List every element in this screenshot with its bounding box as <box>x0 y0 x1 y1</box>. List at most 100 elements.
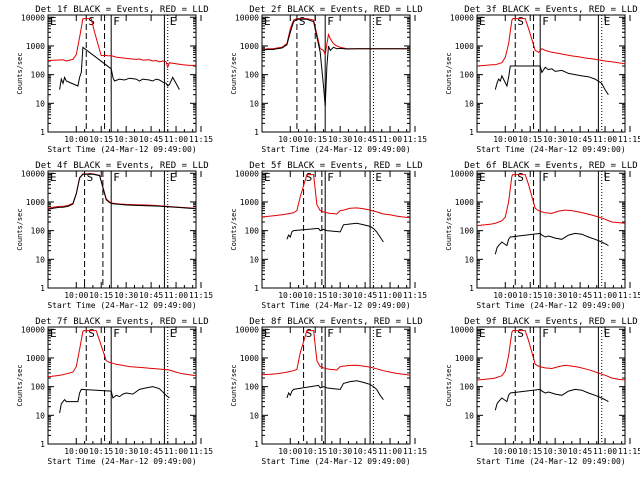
marker-label-e: E <box>170 171 177 184</box>
panel-title: Det 1f BLACK = Events, RED = LLD <box>35 5 208 15</box>
panel-det-7f: Det 7f BLACK = Events, RED = LLD 1 10 100 10… <box>16 317 213 466</box>
y-tick-label: 100 <box>31 71 46 80</box>
y-tick-label: 100 <box>245 227 260 236</box>
y-tick-label: 1 <box>469 284 474 293</box>
y-tick-label: 10 <box>464 99 474 108</box>
y-tick-label: 100 <box>31 227 46 236</box>
x-axis-label: Start Time (24-Mar-12 09:49:00) <box>261 457 410 466</box>
marker-label-e: E <box>479 327 486 340</box>
series-line-events <box>286 222 384 243</box>
y-tick-label: 10 <box>464 255 474 264</box>
x-tick-label: 11:15 <box>403 135 427 144</box>
y-tick-label: 10000 <box>235 169 259 178</box>
y-tick-label: 1000 <box>240 198 259 207</box>
marker-label-e: E <box>479 171 486 184</box>
y-axis-label: Counts/sec <box>445 364 453 406</box>
y-tick-label: 1 <box>40 284 45 293</box>
x-tick-label: 10:30 <box>543 135 567 144</box>
y-tick-label: 1000 <box>240 354 259 363</box>
x-axis-label: Start Time (24-Mar-12 09:49:00) <box>47 145 196 154</box>
series-line-lld <box>262 174 410 219</box>
x-axis-label: Start Time (24-Mar-12 09:49:00) <box>47 301 196 310</box>
x-tick-label: 10:15 <box>303 291 327 300</box>
marker-label-s: S <box>306 171 313 184</box>
panel-title: Det 3f BLACK = Events, RED = LLD <box>464 5 637 15</box>
marker-label-s: S <box>517 171 524 184</box>
x-tick-label: 10:00 <box>493 291 517 300</box>
y-tick-label: 1 <box>469 440 474 449</box>
panel-title: Det 4f BLACK = Events, RED = LLD <box>35 161 208 171</box>
y-tick-label: 10000 <box>235 13 259 22</box>
marker-label-e: E <box>604 327 611 340</box>
panel-title: Det 9f BLACK = Events, RED = LLD <box>464 317 637 327</box>
y-tick-label: 10000 <box>450 13 474 22</box>
marker-label-e: E <box>604 171 611 184</box>
y-axis-label: Counts/sec <box>16 364 24 406</box>
y-tick-label: 10000 <box>21 13 45 22</box>
series-line-events <box>494 65 609 95</box>
y-tick-label: 10000 <box>450 169 474 178</box>
panel-det-3f: Det 3f BLACK = Events, RED = LLD 1 10 100 10… <box>445 5 640 154</box>
marker-label-e: E <box>264 171 271 184</box>
x-tick-label: 11:15 <box>618 135 640 144</box>
y-tick-label: 1000 <box>26 198 45 207</box>
x-tick-label: 11:00 <box>593 291 617 300</box>
panel-title: Det 8f BLACK = Events, RED = LLD <box>249 317 422 327</box>
x-axis-label: Start Time (24-Mar-12 09:49:00) <box>261 301 410 310</box>
axes-frame <box>47 170 197 289</box>
y-tick-label: 1000 <box>455 42 474 51</box>
x-tick-label: 11:15 <box>403 291 427 300</box>
series-line-lld <box>48 330 196 378</box>
y-axis-label: Counts/sec <box>230 364 238 406</box>
x-axis-label: Start Time (24-Mar-12 09:49:00) <box>476 457 625 466</box>
x-tick-label: 10:45 <box>568 291 592 300</box>
x-tick-label: 10:45 <box>353 135 377 144</box>
y-tick-label: 1000 <box>26 354 45 363</box>
panel-det-6f: Det 6f BLACK = Events, RED = LLD 1 10 100 10… <box>445 161 640 310</box>
x-tick-label: 11:00 <box>164 291 188 300</box>
x-tick-label: 10:00 <box>278 135 302 144</box>
x-tick-label: 10:00 <box>493 135 517 144</box>
x-tick-label: 10:30 <box>328 135 352 144</box>
x-tick-label: 10:30 <box>543 447 567 456</box>
x-tick-label: 11:00 <box>378 135 402 144</box>
marker-label-e: E <box>375 327 382 340</box>
marker-label-f: F <box>327 15 334 28</box>
x-tick-label: 11:15 <box>403 447 427 456</box>
x-tick-label: 11:00 <box>378 291 402 300</box>
x-tick-label: 11:15 <box>189 135 213 144</box>
x-tick-label: 11:00 <box>378 447 402 456</box>
panel-det-8f: Det 8f BLACK = Events, RED = LLD 1 10 100 10… <box>230 317 427 466</box>
y-axis-label: Counts/sec <box>445 208 453 250</box>
x-tick-label: 10:00 <box>493 447 517 456</box>
y-tick-label: 10 <box>249 255 259 264</box>
marker-label-e: E <box>375 15 382 28</box>
y-tick-label: 100 <box>460 227 475 236</box>
marker-label-s: S <box>517 327 524 340</box>
series-line-events <box>494 388 609 411</box>
y-tick-label: 10 <box>35 411 45 420</box>
x-tick-label: 10:30 <box>114 447 138 456</box>
y-tick-label: 1 <box>469 128 474 137</box>
panel-det-5f: Det 5f BLACK = Events, RED = LLD 1 10 100 10… <box>230 161 427 310</box>
marker-label-f: F <box>327 171 334 184</box>
y-tick-label: 100 <box>460 383 475 392</box>
y-axis-label: Counts/sec <box>16 208 24 250</box>
marker-label-s: S <box>299 15 306 28</box>
x-tick-label: 10:45 <box>568 135 592 144</box>
x-tick-label: 10:30 <box>114 291 138 300</box>
x-tick-label: 11:15 <box>618 291 640 300</box>
x-tick-label: 10:15 <box>89 135 113 144</box>
x-tick-label: 10:15 <box>518 291 542 300</box>
y-axis-label: Counts/sec <box>230 208 238 250</box>
x-tick-label: 10:00 <box>278 291 302 300</box>
marker-label-e: E <box>170 327 177 340</box>
axes-frame <box>261 326 411 445</box>
panel-det-1f: Det 1f BLACK = Events, RED = LLD 1 10 100 10… <box>16 5 213 154</box>
panel-title: Det 5f BLACK = Events, RED = LLD <box>249 161 422 171</box>
series-line-events <box>59 46 180 90</box>
y-tick-label: 1 <box>40 128 45 137</box>
marker-label-s: S <box>517 15 524 28</box>
x-tick-label: 10:15 <box>518 135 542 144</box>
